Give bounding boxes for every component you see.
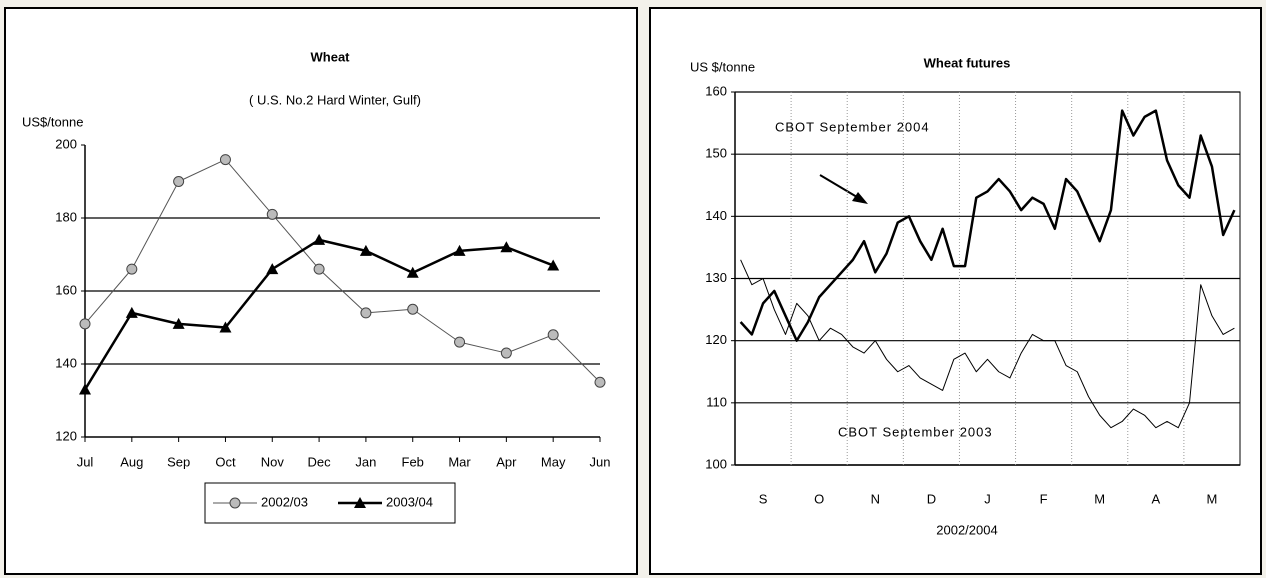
y-tick-label: 120	[55, 428, 77, 443]
y-axis-label: US$/tonne	[22, 114, 83, 129]
x-tick-label: May	[541, 454, 566, 469]
y-tick-label: 180	[55, 209, 77, 224]
marker	[266, 208, 278, 220]
x-tick-label: F	[1040, 491, 1048, 506]
x-tick-label: M	[1207, 491, 1218, 506]
marker	[547, 329, 559, 341]
marker	[360, 307, 372, 319]
marker	[594, 376, 606, 388]
x-tick-label: Dec	[308, 454, 332, 469]
x-tick-label: O	[814, 491, 824, 506]
x-tick-label: J	[984, 491, 991, 506]
legend-label: 2002/03	[261, 494, 308, 509]
y-tick-label: 200	[55, 136, 77, 151]
chart-title: Wheat	[311, 49, 351, 64]
right-panel	[649, 7, 1262, 575]
x-tick-label: S	[759, 491, 768, 506]
y-axis-label: US $/tonne	[690, 59, 755, 74]
marker	[125, 306, 138, 318]
x-tick-label: D	[927, 491, 936, 506]
marker	[313, 263, 325, 275]
x-tick-label: Feb	[402, 454, 424, 469]
x-tick-label: Mar	[448, 454, 471, 469]
x-tick-label: A	[1151, 491, 1160, 506]
marker	[453, 244, 466, 256]
x-tick-label: Jun	[590, 454, 611, 469]
y-tick-label: 140	[705, 208, 727, 223]
y-tick-label: 110	[706, 394, 727, 409]
x-tick-label: Jan	[355, 454, 376, 469]
marker	[359, 244, 372, 256]
y-tick-label: 130	[705, 270, 727, 285]
marker	[229, 497, 241, 509]
x-tick-label: Apr	[496, 454, 517, 469]
marker	[500, 347, 512, 359]
y-tick-label: 140	[55, 355, 77, 370]
marker	[407, 303, 419, 315]
x-tick-label: Nov	[261, 454, 285, 469]
series-line	[740, 259, 1235, 429]
y-tick-label: 160	[55, 282, 77, 297]
marker	[172, 317, 185, 329]
y-tick-label: 160	[705, 83, 727, 98]
chart-subtitle: ( U.S. No.2 Hard Winter, Gulf)	[249, 92, 421, 107]
x-axis-label: 2002/2004	[936, 522, 997, 537]
marker	[500, 241, 513, 253]
y-tick-label: 120	[705, 332, 727, 347]
marker	[79, 383, 91, 395]
series-line	[84, 159, 601, 383]
x-tick-label: N	[871, 491, 880, 506]
arrow-head	[852, 192, 868, 204]
marker	[354, 497, 366, 508]
marker	[219, 154, 231, 166]
annotation-arrow	[819, 174, 863, 201]
legend-label: 2003/04	[386, 494, 433, 509]
series-annotation: CBOT September 2004	[775, 119, 930, 134]
y-tick-label: 150	[705, 146, 727, 161]
marker	[406, 266, 419, 278]
x-tick-label: Aug	[120, 454, 143, 469]
x-tick-label: M	[1094, 491, 1105, 506]
marker	[547, 259, 560, 271]
marker	[79, 318, 91, 330]
marker	[454, 336, 466, 348]
x-tick-label: Jul	[77, 454, 94, 469]
series-annotation: CBOT September 2003	[838, 424, 993, 439]
marker	[266, 263, 279, 275]
marker	[173, 176, 185, 187]
x-tick-label: Oct	[215, 454, 236, 469]
marker	[126, 263, 138, 275]
chart-title: Wheat futures	[924, 55, 1011, 70]
marker	[219, 321, 232, 333]
series-line	[739, 109, 1236, 342]
marker	[313, 233, 326, 245]
x-tick-label: Sep	[167, 454, 190, 469]
y-tick-label: 100	[705, 456, 727, 471]
